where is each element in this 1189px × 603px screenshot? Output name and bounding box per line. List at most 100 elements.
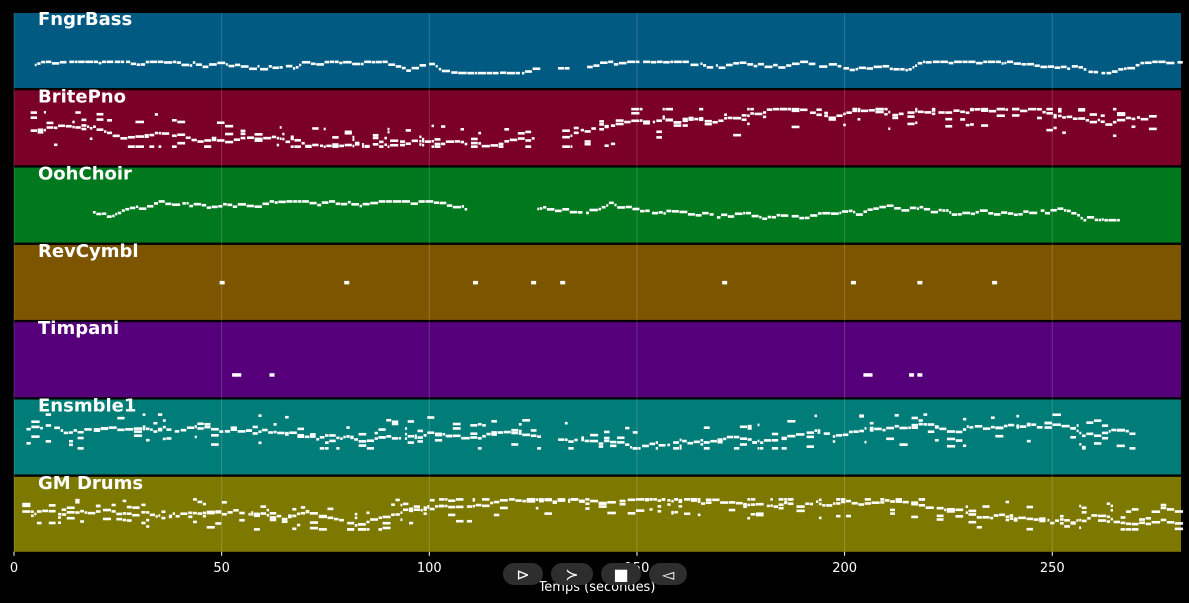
note-mark: [992, 280, 998, 285]
note-mark: [422, 140, 425, 143]
note-mark: [509, 138, 518, 142]
note-mark: [949, 211, 952, 214]
note-mark: [542, 206, 547, 209]
note-mark: [464, 142, 468, 146]
note-mark: [694, 117, 699, 121]
note-mark: [733, 116, 742, 120]
note-mark: [324, 60, 330, 64]
note-mark: [570, 134, 573, 138]
note-mark: [638, 447, 641, 450]
note-mark: [61, 513, 67, 516]
note-mark: [697, 500, 701, 504]
note-mark: [931, 107, 936, 111]
note-mark: [1053, 115, 1057, 119]
note-mark: [925, 60, 932, 64]
note-mark: [61, 508, 67, 512]
note-mark: [273, 423, 277, 426]
note-mark: [441, 69, 450, 73]
note-mark: [570, 145, 573, 148]
note-mark: [700, 62, 703, 65]
fast-forward-button[interactable]: ≻: [551, 563, 593, 585]
note-mark: [347, 200, 351, 204]
note-mark: [370, 518, 378, 521]
note-mark: [1078, 117, 1086, 120]
note-mark: [970, 107, 974, 111]
note-mark: [370, 201, 379, 205]
track-bands: [14, 13, 1181, 552]
note-mark: [886, 437, 895, 441]
note-mark: [585, 498, 590, 501]
note-mark: [1052, 423, 1061, 427]
note-mark: [254, 133, 263, 136]
note-mark: [448, 499, 456, 503]
note-mark: [294, 138, 301, 142]
note-mark: [1101, 218, 1104, 221]
note-mark: [770, 498, 773, 501]
note-mark: [68, 431, 73, 434]
note-mark: [197, 427, 204, 430]
note-mark: [537, 447, 542, 450]
note-mark: [475, 503, 482, 507]
rewind-button[interactable]: ◅: [649, 563, 687, 585]
note-mark: [631, 111, 640, 115]
note-mark: [290, 135, 294, 139]
note-mark: [835, 434, 843, 437]
note-mark: [217, 61, 226, 65]
note-mark: [976, 516, 982, 519]
note-mark: [22, 504, 31, 508]
note-mark: [1026, 505, 1033, 509]
note-mark: [663, 60, 670, 64]
note-mark: [678, 498, 683, 502]
note-mark: [366, 520, 370, 524]
note-mark: [181, 63, 190, 67]
note-mark: [538, 498, 544, 501]
note-mark: [414, 436, 417, 440]
note-mark: [771, 439, 779, 442]
note-mark: [684, 498, 691, 501]
note-mark: [266, 508, 270, 512]
note-mark: [762, 111, 767, 114]
play-button[interactable]: ⊳: [503, 563, 543, 585]
note-mark: [498, 145, 504, 148]
note-mark: [836, 114, 843, 118]
track-label: FngrBass: [38, 9, 132, 30]
note-mark: [299, 63, 302, 67]
note-mark: [435, 505, 439, 508]
note-mark: [417, 429, 423, 433]
note-mark: [340, 202, 348, 206]
note-mark: [936, 514, 944, 518]
note-mark: [1125, 429, 1129, 433]
note-mark: [77, 436, 84, 440]
note-mark: [423, 508, 427, 511]
note-mark: [391, 503, 395, 507]
note-mark: [504, 128, 510, 131]
note-mark: [743, 505, 747, 509]
note-mark: [310, 435, 316, 438]
note-mark: [400, 143, 406, 147]
note-mark: [403, 508, 409, 512]
note-mark: [103, 130, 107, 133]
note-mark: [269, 200, 275, 203]
note-mark: [784, 501, 788, 504]
note-mark: [111, 503, 116, 507]
stop-button[interactable]: ■: [601, 563, 641, 585]
note-mark: [558, 67, 565, 70]
note-mark: [1037, 107, 1042, 111]
note-mark: [391, 513, 395, 517]
note-mark: [54, 426, 60, 430]
note-mark: [585, 502, 590, 505]
note-mark: [246, 204, 254, 208]
track-label: Ensmble1: [38, 396, 136, 417]
note-mark: [77, 430, 84, 434]
note-mark: [810, 214, 818, 217]
note-mark: [750, 503, 756, 506]
note-mark: [230, 428, 237, 432]
note-mark: [339, 518, 344, 522]
note-mark: [521, 71, 525, 75]
note-mark: [1058, 114, 1062, 118]
note-mark: [262, 428, 268, 432]
note-mark: [477, 447, 482, 450]
note-mark: [42, 509, 49, 513]
note-mark: [95, 510, 101, 513]
note-mark: [625, 426, 630, 430]
